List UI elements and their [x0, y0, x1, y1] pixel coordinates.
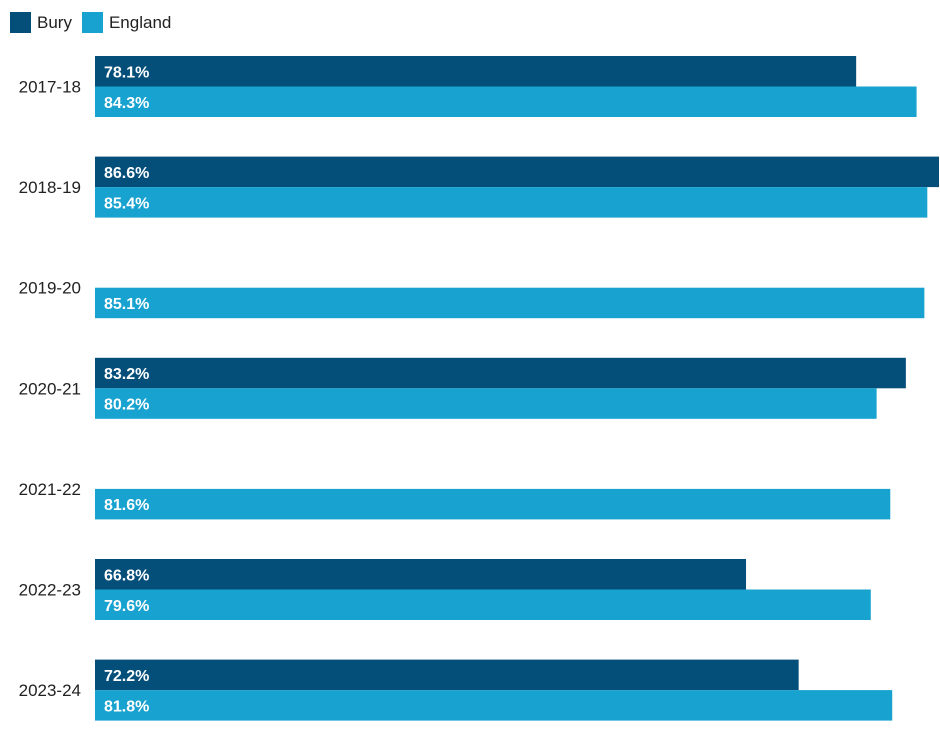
category-label: 2023-24 [19, 681, 81, 700]
category-label: 2020-21 [19, 379, 81, 398]
bar-bury [95, 659, 799, 691]
legend-swatch-bury [10, 12, 31, 33]
legend-swatch-england [81, 12, 103, 33]
bar-england [95, 86, 917, 117]
legend-label-england: England [108, 12, 172, 32]
bar-england [95, 690, 893, 721]
bar-england [95, 287, 925, 319]
data-label-england: 84.3% [104, 95, 149, 112]
category-label: 2019-20 [19, 279, 81, 298]
data-label-england: 85.1% [104, 296, 149, 313]
category-label: 2021-22 [19, 480, 81, 499]
category-label: 2018-19 [19, 178, 81, 197]
bar-england [95, 488, 891, 520]
category-label: 2022-23 [19, 581, 81, 600]
legend-item-bury: Bury [10, 12, 72, 33]
data-label-bury: 86.6% [104, 165, 149, 182]
category-label: 2017-18 [19, 78, 81, 97]
legend-label-bury: Bury [37, 12, 72, 32]
data-label-england: 85.4% [104, 195, 149, 212]
data-label-bury: 78.1% [104, 64, 149, 81]
bar-bury [95, 56, 857, 87]
bar-bury [95, 156, 939, 188]
bar-bury [95, 559, 747, 590]
data-label-england: 80.2% [104, 397, 149, 414]
data-label-bury: 72.2% [104, 668, 149, 685]
legend-item-england: England [81, 12, 172, 33]
legend: Bury England [10, 12, 181, 33]
bar-england [95, 187, 928, 218]
data-label-england: 81.6% [104, 497, 149, 514]
bar-bury [95, 357, 906, 389]
bar-england [95, 589, 871, 620]
data-label-england: 79.6% [104, 598, 149, 615]
data-label-england: 81.8% [104, 698, 149, 715]
data-label-bury: 66.8% [104, 567, 149, 584]
data-label-bury: 83.2% [104, 366, 149, 383]
bar-england [95, 388, 877, 419]
